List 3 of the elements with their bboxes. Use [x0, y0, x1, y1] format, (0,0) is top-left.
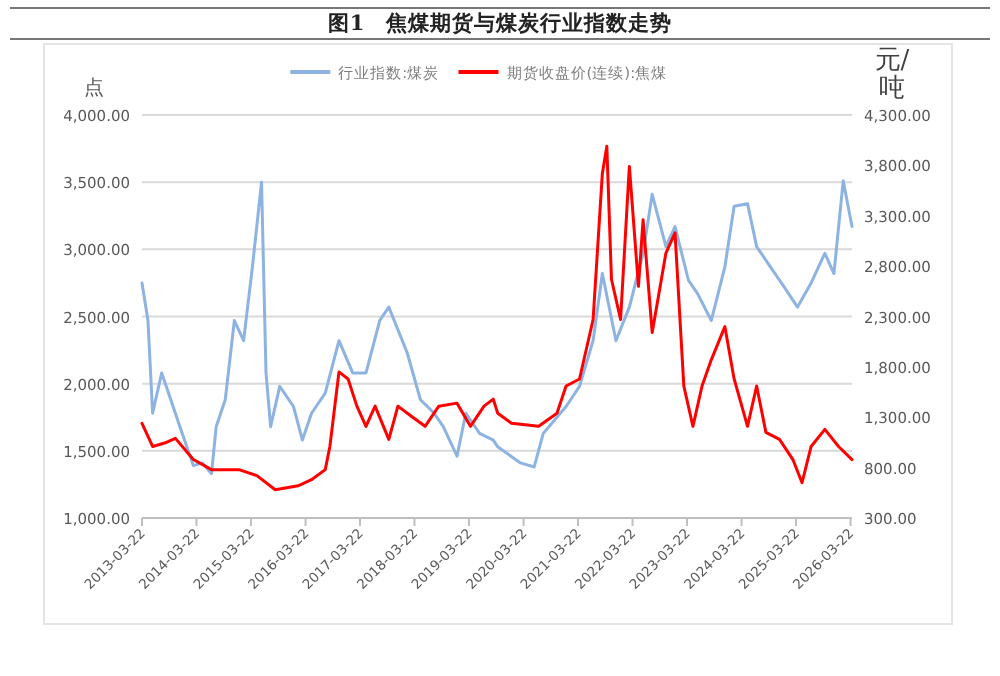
y-axis-title: 点	[84, 76, 104, 100]
chart-title: 图1 焦煤期货与煤炭行业指数走势	[327, 10, 673, 36]
y2-axis-title: 元/吨	[874, 46, 911, 104]
